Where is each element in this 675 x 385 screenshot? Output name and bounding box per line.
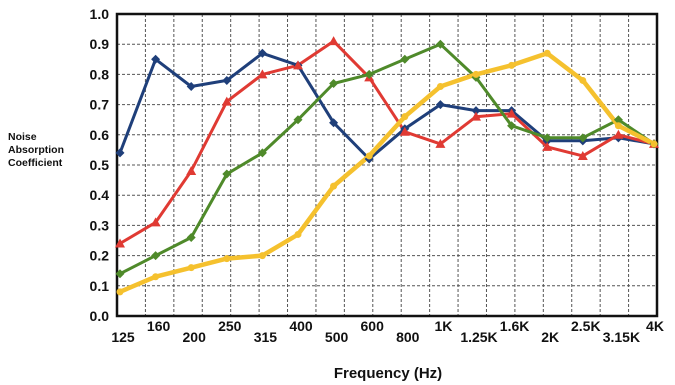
marker-group bbox=[115, 36, 659, 296]
series-2-point bbox=[150, 217, 161, 227]
x-tick-label: 800 bbox=[396, 329, 420, 345]
x-tick-label: 1.25K bbox=[460, 329, 497, 345]
x-tick-label: 200 bbox=[183, 329, 207, 345]
series-2-point bbox=[613, 129, 624, 139]
series-2-point bbox=[328, 36, 339, 46]
x-tick-label: 500 bbox=[325, 329, 349, 345]
x-tick-label: 2.5K bbox=[571, 318, 601, 334]
series-1-point bbox=[222, 75, 232, 85]
grid bbox=[117, 14, 657, 316]
y-tick-label: 0.7 bbox=[90, 97, 110, 113]
x-tick-label: 2K bbox=[541, 329, 559, 345]
series-4-point bbox=[152, 273, 160, 281]
x-axis-label: Frequency (Hz) bbox=[334, 365, 442, 382]
series-3-point bbox=[186, 232, 196, 242]
series-3-point bbox=[578, 133, 588, 143]
y-tick-label: 0.5 bbox=[90, 157, 110, 173]
series-1-point bbox=[471, 106, 481, 116]
x-tick-label: 1.6K bbox=[500, 318, 530, 334]
series-1-point bbox=[329, 118, 339, 128]
series-3-point bbox=[364, 69, 374, 79]
series-3-point bbox=[257, 148, 267, 158]
series-line-2 bbox=[118, 39, 656, 245]
series-3-point bbox=[400, 54, 410, 64]
series-2-point bbox=[221, 96, 232, 106]
series-1-point bbox=[186, 81, 196, 91]
series-4-point bbox=[330, 182, 338, 190]
y-tick-label: 0.3 bbox=[90, 217, 110, 233]
series-1-point bbox=[257, 48, 267, 58]
plot-frame bbox=[115, 12, 659, 318]
series-3-point bbox=[542, 133, 552, 143]
series-4-point bbox=[436, 82, 444, 90]
series-2-point bbox=[186, 166, 197, 176]
series-3-point bbox=[435, 39, 445, 49]
series-2-point bbox=[115, 238, 125, 248]
series-4-point bbox=[223, 255, 231, 263]
series-2-point bbox=[471, 111, 481, 121]
y-tick-label: 0.4 bbox=[90, 187, 110, 203]
series-4-point bbox=[472, 70, 480, 78]
x-tick-label: 160 bbox=[147, 318, 171, 334]
series-line-3 bbox=[118, 42, 656, 276]
y-tick-label: 1.0 bbox=[90, 6, 110, 22]
series-line-1 bbox=[118, 51, 656, 161]
series-2-point bbox=[542, 141, 553, 151]
x-tick-label: 3.15K bbox=[603, 329, 640, 345]
series-4-point bbox=[116, 288, 124, 296]
series-4-point bbox=[258, 252, 266, 260]
series-3-point bbox=[293, 115, 303, 125]
series-1-point bbox=[115, 148, 125, 158]
series-line-4 bbox=[117, 51, 657, 295]
x-tick-label: 125 bbox=[111, 329, 135, 345]
series-4-point bbox=[294, 230, 302, 238]
series-3-point bbox=[613, 115, 623, 125]
series-4-point bbox=[365, 152, 373, 160]
series-4-point bbox=[650, 140, 658, 148]
series-group bbox=[117, 39, 657, 295]
series-4-point bbox=[614, 122, 622, 130]
x-tick-label: 250 bbox=[218, 318, 242, 334]
series-2-point bbox=[435, 138, 446, 148]
x-tick-label: 4K bbox=[646, 318, 664, 334]
series-3-point bbox=[151, 251, 161, 261]
series-2-point bbox=[257, 69, 268, 79]
x-tick-label: 315 bbox=[254, 329, 278, 345]
y-tick-label: 0.9 bbox=[90, 36, 110, 52]
series-4-point bbox=[543, 49, 551, 57]
y-tick-label: 0.1 bbox=[90, 278, 110, 294]
y-tick-label: 0.8 bbox=[90, 66, 110, 82]
series-4-point bbox=[508, 61, 516, 69]
series-4-point bbox=[401, 113, 409, 121]
y-axis-label-line-3: Coefficient bbox=[8, 157, 63, 169]
series-3-point bbox=[222, 169, 232, 179]
series-1-point bbox=[435, 100, 445, 110]
x-tick-label: 1K bbox=[434, 318, 452, 334]
series-2-point bbox=[399, 126, 410, 136]
series-3-point bbox=[329, 78, 339, 88]
y-tick-label: 0.2 bbox=[90, 248, 110, 264]
series-4-point bbox=[579, 76, 587, 84]
y-axis-label-line-2: Absorption bbox=[8, 144, 64, 156]
series-4-point bbox=[187, 264, 195, 272]
y-axis-ticks: 0.0 0.1 0.2 0.3 0.4 0.5 0.6 0.7 0.8 0.9 1.0 bbox=[90, 6, 110, 324]
series-2-point bbox=[506, 108, 517, 118]
y-tick-label: 0.6 bbox=[90, 127, 110, 143]
series-2-point bbox=[577, 150, 588, 160]
series-2-point bbox=[293, 60, 303, 70]
x-tick-label: 400 bbox=[289, 318, 313, 334]
x-tick-label: 600 bbox=[361, 318, 385, 334]
series-3-point bbox=[115, 269, 125, 279]
series-3-point bbox=[507, 121, 517, 131]
series-1-point bbox=[151, 54, 161, 64]
y-axis-label-line-1: Noise bbox=[8, 131, 37, 143]
y-tick-label: 0.0 bbox=[90, 308, 110, 324]
